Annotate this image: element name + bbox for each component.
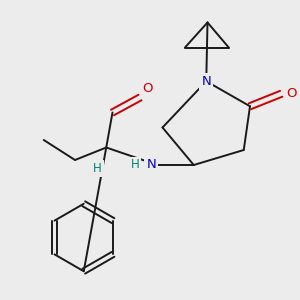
Text: O: O: [142, 82, 153, 95]
Text: N: N: [146, 158, 156, 172]
Text: N: N: [201, 75, 211, 88]
Text: H: H: [93, 162, 102, 175]
Text: H: H: [130, 158, 140, 172]
Text: O: O: [286, 87, 296, 100]
